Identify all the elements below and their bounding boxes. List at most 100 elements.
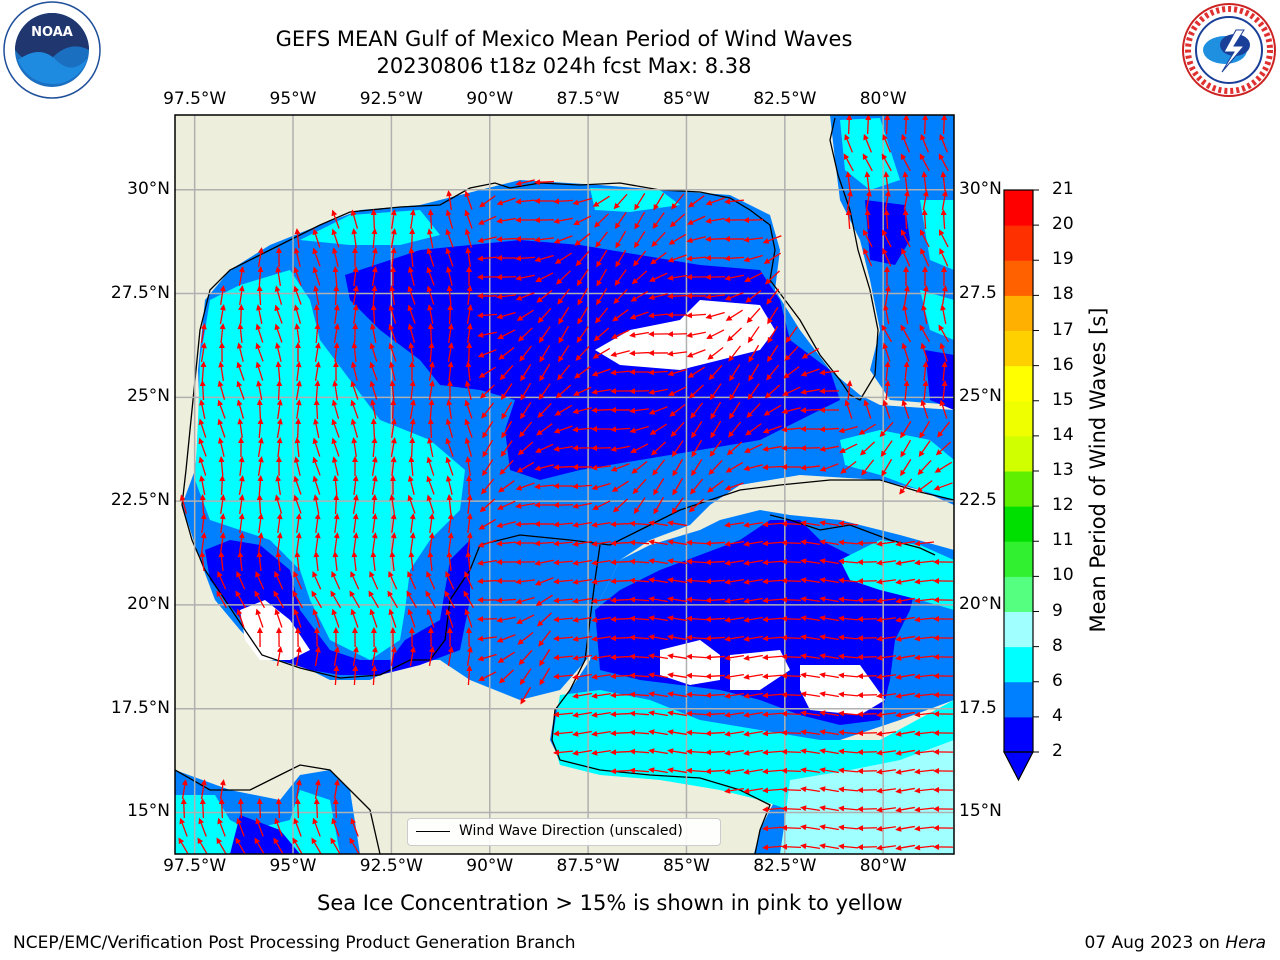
wind-wave-arrow [705, 597, 726, 604]
wind-wave-arrow [781, 710, 802, 717]
lon-label: 92.5°W [359, 89, 423, 109]
wind-wave-arrow [557, 288, 570, 305]
wind-wave-arrow [481, 402, 494, 419]
wind-wave-arrow [846, 380, 853, 401]
wind-wave-arrow [558, 345, 570, 363]
wind-wave-arrow [200, 779, 207, 799]
wind-wave-arrow [573, 215, 592, 225]
wind-wave-arrow [838, 653, 859, 660]
wind-wave-arrow [314, 779, 321, 799]
wind-wave-arrow [648, 369, 669, 376]
wind-wave-arrow [781, 672, 802, 679]
wind-wave-arrow [330, 837, 341, 854]
wind-wave-arrow [895, 673, 915, 680]
wind-wave-arrow [332, 551, 339, 572]
wind-wave-arrow [314, 513, 321, 534]
wind-wave-arrow [217, 380, 226, 400]
wind-wave-arrow [705, 311, 725, 320]
wind-wave-arrow [762, 445, 782, 452]
wind-wave-arrow [426, 456, 435, 476]
wind-wave-arrow [447, 361, 454, 382]
wind-wave-arrow [293, 285, 302, 305]
wind-wave-arrow [409, 646, 416, 666]
wind-wave-arrow [536, 612, 553, 627]
wind-wave-arrow [516, 461, 535, 473]
wind-wave-arrow [724, 673, 744, 680]
wind-wave-arrow [500, 440, 513, 457]
wind-wave-arrow [610, 426, 631, 433]
map-legend: Wind Wave Direction (unscaled) [407, 818, 721, 846]
wind-wave-arrow [572, 654, 592, 661]
wind-wave-arrow [198, 437, 207, 457]
wind-wave-arrow [819, 445, 839, 452]
wind-wave-arrow [496, 634, 516, 643]
wind-wave-arrow [464, 209, 473, 229]
wind-wave-arrow [914, 730, 935, 737]
wind-wave-arrow [238, 304, 245, 325]
wind-wave-arrow [800, 805, 820, 812]
wind-wave-arrow [667, 748, 687, 755]
wind-wave-arrow [256, 494, 263, 515]
colorbar-segment [1004, 330, 1033, 367]
wind-wave-arrow [368, 590, 380, 609]
wind-wave-arrow [236, 380, 245, 400]
wind-wave-arrow [882, 399, 891, 419]
wind-wave-arrow [444, 590, 456, 609]
wind-wave-arrow [572, 426, 593, 433]
wind-wave-arrow [876, 768, 897, 775]
wind-wave-arrow [691, 421, 703, 439]
wind-wave-arrow [615, 249, 627, 268]
wind-wave-arrow [333, 779, 340, 799]
wind-wave-arrow [895, 559, 915, 566]
ocean-cyan-western-gulf [195, 270, 465, 660]
wind-wave-arrow [629, 767, 650, 774]
wind-wave-arrow [691, 439, 703, 458]
wind-wave-arrow [630, 443, 649, 453]
wind-wave-arrow [612, 498, 629, 513]
wind-wave-arrow [557, 364, 571, 381]
wind-wave-arrow [520, 364, 532, 382]
wind-wave-arrow [477, 236, 497, 244]
wind-wave-arrow [466, 532, 473, 553]
wind-wave-arrow [216, 837, 227, 854]
wind-wave-arrow [237, 798, 244, 819]
wind-wave-arrow [800, 634, 820, 641]
wind-wave-arrow [939, 133, 949, 153]
wind-wave-arrow [800, 558, 820, 565]
wind-wave-arrow [710, 401, 722, 420]
wind-wave-arrow [332, 266, 339, 287]
wind-wave-arrow [331, 247, 339, 267]
wind-wave-arrow [293, 817, 302, 837]
wind-wave-arrow [939, 342, 948, 362]
wind-wave-arrow [941, 115, 948, 135]
lat-label: 27.5 [959, 282, 997, 303]
wind-wave-arrow [591, 692, 611, 699]
wind-wave-arrow [520, 402, 532, 420]
wind-wave-arrow [371, 532, 378, 553]
wind-wave-arrow [882, 133, 892, 153]
colorbar-segment [1004, 716, 1033, 753]
wind-wave-arrow [294, 437, 301, 458]
wind-wave-arrow [667, 558, 687, 565]
wind-wave-arrow [629, 331, 649, 338]
wind-wave-arrow [350, 418, 359, 438]
wind-wave-arrow [536, 423, 553, 436]
wind-wave-arrow [216, 590, 228, 609]
wind-wave-arrow [369, 361, 378, 381]
wind-wave-arrow [479, 498, 496, 513]
wind-wave-arrow [876, 787, 897, 794]
colorbar-tick-label: 19 [1052, 249, 1074, 270]
wind-wave-arrow [767, 345, 779, 363]
wind-wave-arrow [236, 570, 246, 590]
wind-wave-arrow [387, 590, 399, 609]
wind-wave-arrow [667, 350, 688, 357]
wind-wave-arrow [743, 464, 763, 472]
wind-wave-arrow [497, 651, 515, 663]
wind-wave-arrow [902, 171, 909, 192]
wind-wave-arrow [217, 817, 226, 837]
wind-wave-arrow [409, 418, 416, 438]
wind-wave-arrow [743, 635, 763, 642]
wind-wave-arrow [933, 482, 953, 491]
wind-wave-arrow [705, 578, 726, 585]
wind-wave-arrow [648, 406, 668, 415]
